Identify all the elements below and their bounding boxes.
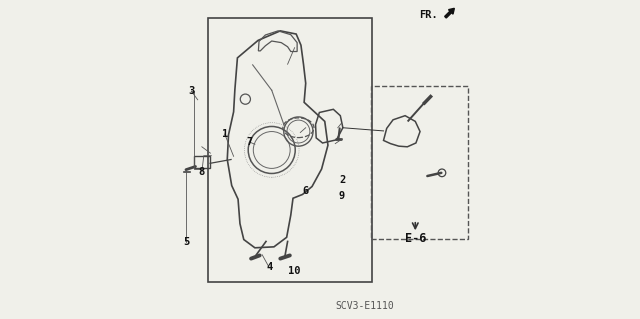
Text: FR.: FR. xyxy=(419,10,438,20)
Text: 3: 3 xyxy=(188,86,195,96)
Text: 9: 9 xyxy=(339,191,345,201)
Text: SCV3-E1110: SCV3-E1110 xyxy=(335,301,394,311)
Text: E-6: E-6 xyxy=(404,232,426,245)
Text: 4: 4 xyxy=(266,263,272,272)
Bar xyxy=(193,156,210,168)
Text: 8: 8 xyxy=(199,167,205,177)
Bar xyxy=(371,86,468,239)
Bar xyxy=(208,18,372,282)
Text: 5: 5 xyxy=(183,237,189,247)
Text: 7: 7 xyxy=(246,137,253,147)
Text: 6: 6 xyxy=(303,186,309,196)
Text: 1: 1 xyxy=(221,129,228,139)
Text: 2: 2 xyxy=(339,175,346,185)
FancyArrow shape xyxy=(445,8,454,18)
Text: 10: 10 xyxy=(289,266,301,276)
